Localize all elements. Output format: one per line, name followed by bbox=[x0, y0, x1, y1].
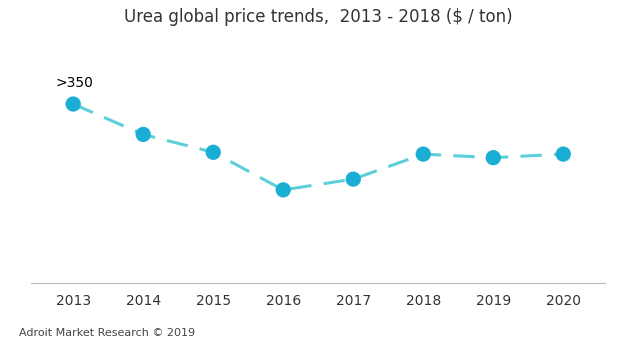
Point bbox=[558, 151, 568, 157]
Point bbox=[488, 155, 498, 160]
Text: Adroit Market Research © 2019: Adroit Market Research © 2019 bbox=[19, 328, 195, 338]
Point bbox=[418, 151, 428, 157]
Point bbox=[68, 101, 78, 107]
Point bbox=[139, 132, 149, 137]
Text: >350: >350 bbox=[56, 76, 94, 90]
Point bbox=[348, 176, 358, 182]
Title: Urea global price trends,  2013 - 2018 ($ / ton): Urea global price trends, 2013 - 2018 ($… bbox=[124, 8, 512, 26]
Point bbox=[278, 187, 288, 193]
Point bbox=[208, 149, 218, 155]
